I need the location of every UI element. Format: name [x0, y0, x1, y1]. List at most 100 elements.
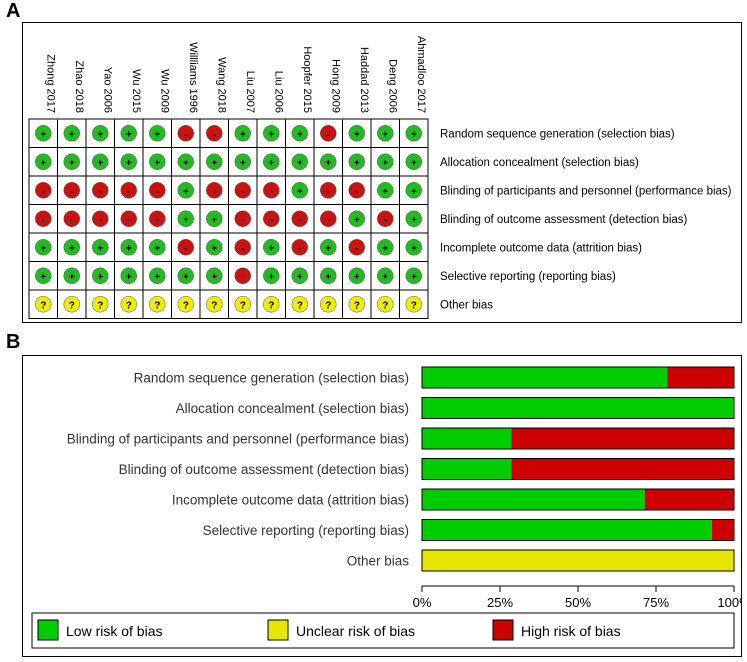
domain-label: Allocation concealment (selection bias): [440, 157, 639, 169]
rating-low-dot: [120, 153, 137, 170]
rating-high-dot: [177, 239, 194, 256]
rating-low-dot: [320, 153, 337, 170]
rating-symbol: -: [241, 243, 244, 254]
bar-segment-high: [511, 458, 734, 480]
rating-symbol: +: [40, 243, 46, 254]
rating-symbol: +: [325, 272, 331, 283]
rating-low-dot: [291, 153, 308, 170]
bar-outline: [421, 427, 735, 450]
rating-high-dot: [206, 182, 223, 199]
rating-low-dot: [405, 239, 422, 256]
x-tick-label: 50%: [565, 595, 591, 610]
rating-symbol: ?: [211, 300, 217, 311]
rating-symbol: -: [327, 215, 330, 226]
category-label: Selective reporting (reporting bias): [203, 523, 409, 538]
rating-symbol: -: [241, 272, 244, 283]
rating-low-dot: [120, 267, 137, 284]
bar-outline: [421, 366, 735, 389]
legend-label: Unclear risk of bias: [296, 623, 415, 639]
rating-high-dot: [149, 210, 166, 227]
rating-low-dot: [149, 267, 166, 284]
rating-unclear-dot: [234, 296, 251, 313]
bar-outline: [421, 397, 735, 419]
bar-segment-low: [422, 489, 645, 510]
rating-low-dot: [120, 125, 137, 142]
rating-low-dot: [377, 153, 394, 170]
rating-symbol: +: [354, 158, 360, 169]
rating-symbol: -: [184, 243, 187, 254]
rating-low-dot: [377, 125, 394, 142]
rating-symbol: -: [156, 186, 159, 197]
rating-high-dot: [35, 182, 52, 199]
rating-high-dot: [149, 182, 166, 199]
rating-symbol: +: [411, 158, 417, 169]
rating-low-dot: [320, 267, 337, 284]
domain-label: Incomplete outcome data (attrition bias): [440, 242, 642, 254]
rating-symbol: +: [297, 158, 303, 169]
rating-symbol: -: [327, 186, 330, 197]
legend-swatch-low: [37, 619, 59, 641]
rating-symbol: +: [240, 129, 246, 140]
rating-high-dot: [234, 182, 251, 199]
bar-segment-low: [422, 428, 512, 449]
rating-symbol: +: [268, 272, 274, 283]
rating-unclear-dot: [149, 296, 166, 313]
rating-symbol: +: [382, 158, 388, 169]
rating-low-dot: [348, 267, 365, 284]
rating-unclear-dot: [348, 296, 365, 313]
category-label: Blinding of participants and personnel (…: [67, 432, 409, 447]
rating-symbol: -: [42, 186, 45, 197]
rating-symbol: ?: [325, 300, 331, 311]
rating-low-dot: [177, 153, 194, 170]
rating-low-dot: [92, 153, 109, 170]
rating-symbol: +: [382, 186, 388, 197]
rating-symbol: +: [411, 272, 417, 283]
rating-symbol: -: [99, 186, 102, 197]
study-label: Hoopfer 2015: [301, 46, 313, 113]
rating-symbol: +: [211, 243, 217, 254]
rating-low-dot: [291, 182, 308, 199]
rating-symbol: +: [126, 129, 132, 140]
rating-high-dot: [320, 182, 337, 199]
rating-symbol: +: [211, 272, 217, 283]
rating-low-dot: [177, 182, 194, 199]
rating-low-dot: [92, 125, 109, 142]
rating-low-dot: [92, 267, 109, 284]
rating-symbol: +: [183, 215, 189, 226]
rating-high-dot: [263, 182, 280, 199]
study-label: Wang 2018: [215, 57, 227, 113]
legend-box: [31, 612, 735, 649]
rating-symbol: +: [382, 129, 388, 140]
rating-low-dot: [35, 239, 52, 256]
rating-symbol: -: [241, 215, 244, 226]
rating-symbol: +: [69, 272, 75, 283]
rating-low-dot: [405, 210, 422, 227]
rating-symbol: +: [268, 158, 274, 169]
rating-symbol: +: [97, 243, 103, 254]
rating-low-dot: [405, 153, 422, 170]
rating-low-dot: [149, 239, 166, 256]
grid-cell: [85, 261, 115, 291]
rating-symbol: +: [183, 186, 189, 197]
rating-unclear-dot: [120, 296, 137, 313]
rating-symbol: -: [327, 129, 330, 140]
study-label: Wu 2015: [130, 69, 142, 113]
rating-unclear-dot: [263, 296, 280, 313]
rating-symbol: ?: [240, 300, 246, 311]
x-tick-label: 75%: [643, 595, 669, 610]
rating-symbol: -: [298, 215, 301, 226]
rating-low-dot: [177, 210, 194, 227]
rating-low-dot: [377, 182, 394, 199]
rating-symbol: +: [325, 243, 331, 254]
rating-symbol: -: [355, 243, 358, 254]
rating-symbol: +: [240, 158, 246, 169]
rating-symbol: -: [70, 186, 73, 197]
rating-symbol: -: [99, 215, 102, 226]
rating-symbol: +: [183, 158, 189, 169]
rating-symbol: +: [154, 272, 160, 283]
rating-high-dot: [63, 182, 80, 199]
rating-high-dot: [320, 210, 337, 227]
rating-high-dot: [291, 210, 308, 227]
rating-symbol: ?: [40, 300, 46, 311]
rating-symbol: +: [69, 158, 75, 169]
